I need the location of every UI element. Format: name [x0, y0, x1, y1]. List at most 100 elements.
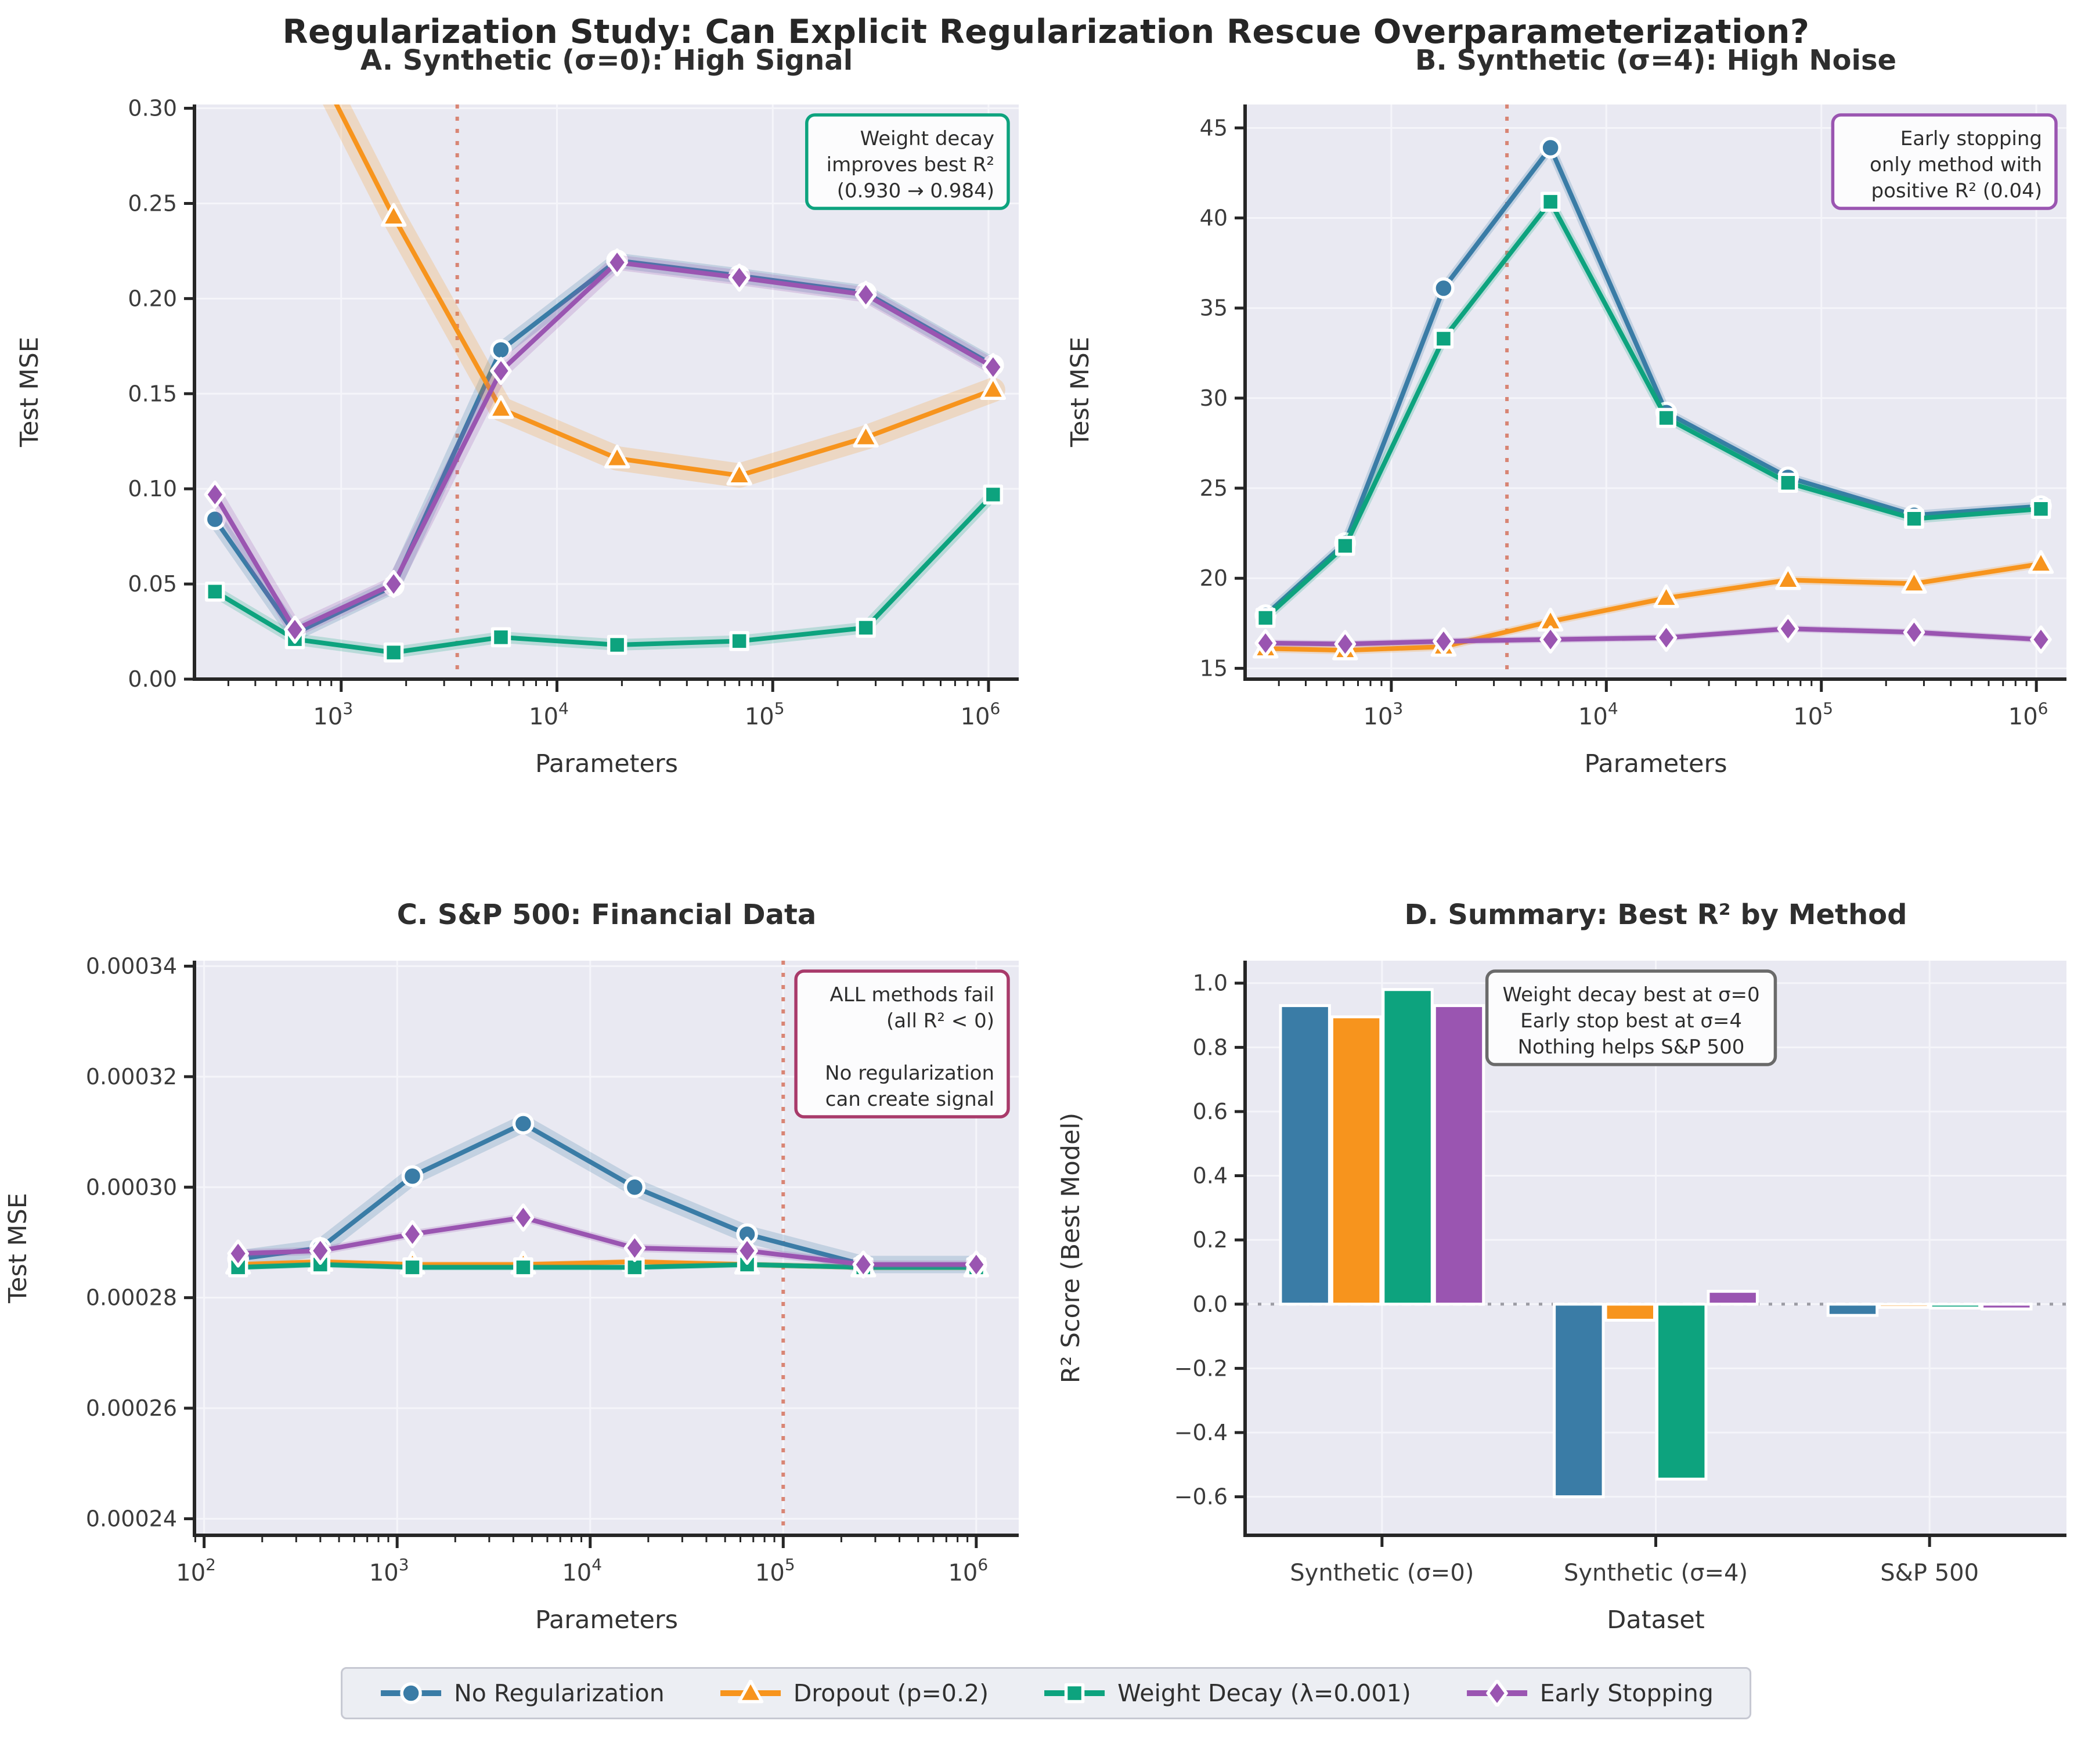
early_stop-marker [1655, 623, 1678, 652]
dropout-marker [604, 444, 630, 468]
svg-text:0.15: 0.15 [128, 381, 177, 406]
weight_decay-marker [205, 581, 225, 602]
legend-item-early-stopping: Early Stopping [1465, 1679, 1714, 1707]
dropout-marker [1901, 569, 1927, 594]
weight_decay-marker [856, 618, 876, 638]
dropout-bar [1604, 1303, 1656, 1322]
weight_decay-marker [983, 484, 1004, 505]
svg-text:positive R² (0.04): positive R² (0.04) [1871, 179, 2042, 203]
svg-text:0.00032: 0.00032 [86, 1064, 177, 1090]
panel-d-chart: Synthetic (σ=0) Synthetic (σ=4) S&P 500 −0.… [1056, 899, 2066, 1635]
svg-text:104: 104 [529, 699, 569, 730]
svg-text:1.0: 1.0 [1193, 971, 1228, 996]
early_stop-marker [1777, 614, 1799, 643]
x-axis-label: Parameters [1584, 749, 1727, 778]
plot-series [204, 104, 1007, 679]
svg-text:25: 25 [1200, 475, 1228, 501]
svg-text:Early stopping: Early stopping [1900, 127, 2042, 150]
svg-text:106: 106 [948, 1555, 988, 1586]
svg-text:106: 106 [2008, 699, 2048, 730]
svg-text:103: 103 [369, 1555, 409, 1586]
panel-title: C. S&P 500: Financial Data [397, 899, 817, 931]
weight_decay-marker [1904, 508, 1924, 529]
weight_decay-marker [513, 1257, 533, 1278]
panel-a-chart: 103 104 105 106 0.00 0.05 0.10 0.15 0.20 0.25 0.30… [15, 44, 1019, 778]
early_stop-bar [1433, 1004, 1485, 1306]
early_stop-line-series [227, 1203, 987, 1279]
early_stop-marker [490, 356, 512, 385]
svg-text:0.00026: 0.00026 [86, 1395, 177, 1421]
svg-text:105: 105 [745, 699, 785, 730]
svg-text:No regularization: No regularization [825, 1062, 994, 1085]
dropout-marker [488, 395, 514, 419]
weight_decay-marker [1255, 608, 1276, 628]
svg-text:improves best R²: improves best R² [827, 153, 994, 176]
early_stop-marker [852, 1250, 875, 1279]
x-axis-ticks: 103 104 105 106 [227, 679, 1001, 730]
early_stop-marker [982, 353, 1004, 381]
dropout-marker [1775, 566, 1801, 590]
svg-text:0.00034: 0.00034 [86, 954, 177, 979]
svg-text:104: 104 [562, 1555, 602, 1586]
svg-text:105: 105 [1793, 699, 1833, 730]
no_reg-bar [1553, 1303, 1605, 1499]
early_stop-marker [401, 1220, 424, 1249]
no_reg-marker [623, 1176, 646, 1199]
svg-text:0.6: 0.6 [1193, 1099, 1228, 1124]
weight_decay-marker [1433, 329, 1454, 349]
early_stop-marker [965, 1250, 987, 1279]
axes-spines [1243, 104, 2066, 681]
svg-text:35: 35 [1200, 295, 1228, 321]
y-axis-ticks: 0.00024 0.00026 0.00028 0.00030 0.00032 0.000… [86, 954, 194, 1531]
early_stop-bar [1981, 1303, 2033, 1311]
y-axis-ticks: −0.6 −0.4 −0.2 0.0 0.2 0.4 0.6 0.8 1.0 [1174, 971, 1245, 1510]
dropout-bar [1330, 1015, 1383, 1306]
svg-text:(all R² < 0): (all R² < 0) [886, 1009, 994, 1033]
early_stop-marker [1433, 627, 1455, 656]
svg-text:0.25: 0.25 [128, 190, 177, 216]
svg-text:105: 105 [755, 1555, 795, 1586]
dropout-marker-icon [720, 1680, 781, 1704]
dropout-marker [1653, 584, 1679, 608]
svg-text:0.0: 0.0 [1193, 1292, 1228, 1317]
annotation-box: Early stopping only method with positive R… [1831, 113, 2058, 210]
plot-series [225, 961, 990, 1535]
y-axis-label: Test MSE [15, 337, 44, 448]
svg-text:0.30: 0.30 [128, 96, 177, 121]
svg-text:103: 103 [1364, 699, 1404, 730]
early_stop-marker [227, 1239, 249, 1268]
axes-spines [193, 961, 1019, 1537]
early_stop-marker [284, 615, 306, 644]
early_stop-marker [1903, 618, 1925, 647]
weight_decay-bar [1382, 988, 1434, 1306]
weight_decay-line-series [1255, 192, 2051, 628]
weight_decay-line-series [205, 484, 1004, 663]
svg-text:102: 102 [176, 1555, 216, 1586]
svg-text:106: 106 [961, 699, 1001, 730]
panel-b-chart: 103 104 105 106 15 20 25 30 35 40 45 B. Synthetic (… [1066, 44, 2066, 778]
plot-series [1252, 104, 2054, 679]
svg-text:Weight decay best at σ=0: Weight decay best at σ=0 [1502, 983, 1759, 1007]
x-axis-label: Dataset [1607, 1606, 1704, 1635]
bar-groups [1279, 988, 2033, 1499]
axes-spines [193, 104, 1019, 681]
svg-text:Early stop best at σ=4: Early stop best at σ=4 [1520, 1009, 1742, 1033]
x-axis-label: Parameters [535, 1606, 678, 1635]
early_stop-bar [1707, 1290, 1759, 1306]
weight_decay-marker [729, 631, 749, 651]
svg-text:−0.2: −0.2 [1174, 1355, 1228, 1381]
no_reg-bar [1279, 1004, 1331, 1306]
early_stop-marker [606, 248, 628, 277]
early_stop-marker [204, 480, 226, 509]
no_reg-marker [1433, 277, 1455, 300]
legend-item-dropout: Dropout (p=0.2) [718, 1679, 989, 1707]
weight_decay-marker [1778, 472, 1798, 493]
grid-lines [194, 961, 1019, 1535]
svg-text:0.05: 0.05 [128, 571, 177, 597]
svg-text:0.00: 0.00 [128, 666, 177, 692]
svg-text:0.20: 0.20 [128, 286, 177, 311]
y-axis-label: Test MSE [1066, 337, 1095, 448]
svg-text:−0.4: −0.4 [1174, 1420, 1228, 1445]
svg-text:20: 20 [1200, 565, 1228, 591]
legend-label: Early Stopping [1539, 1679, 1714, 1707]
